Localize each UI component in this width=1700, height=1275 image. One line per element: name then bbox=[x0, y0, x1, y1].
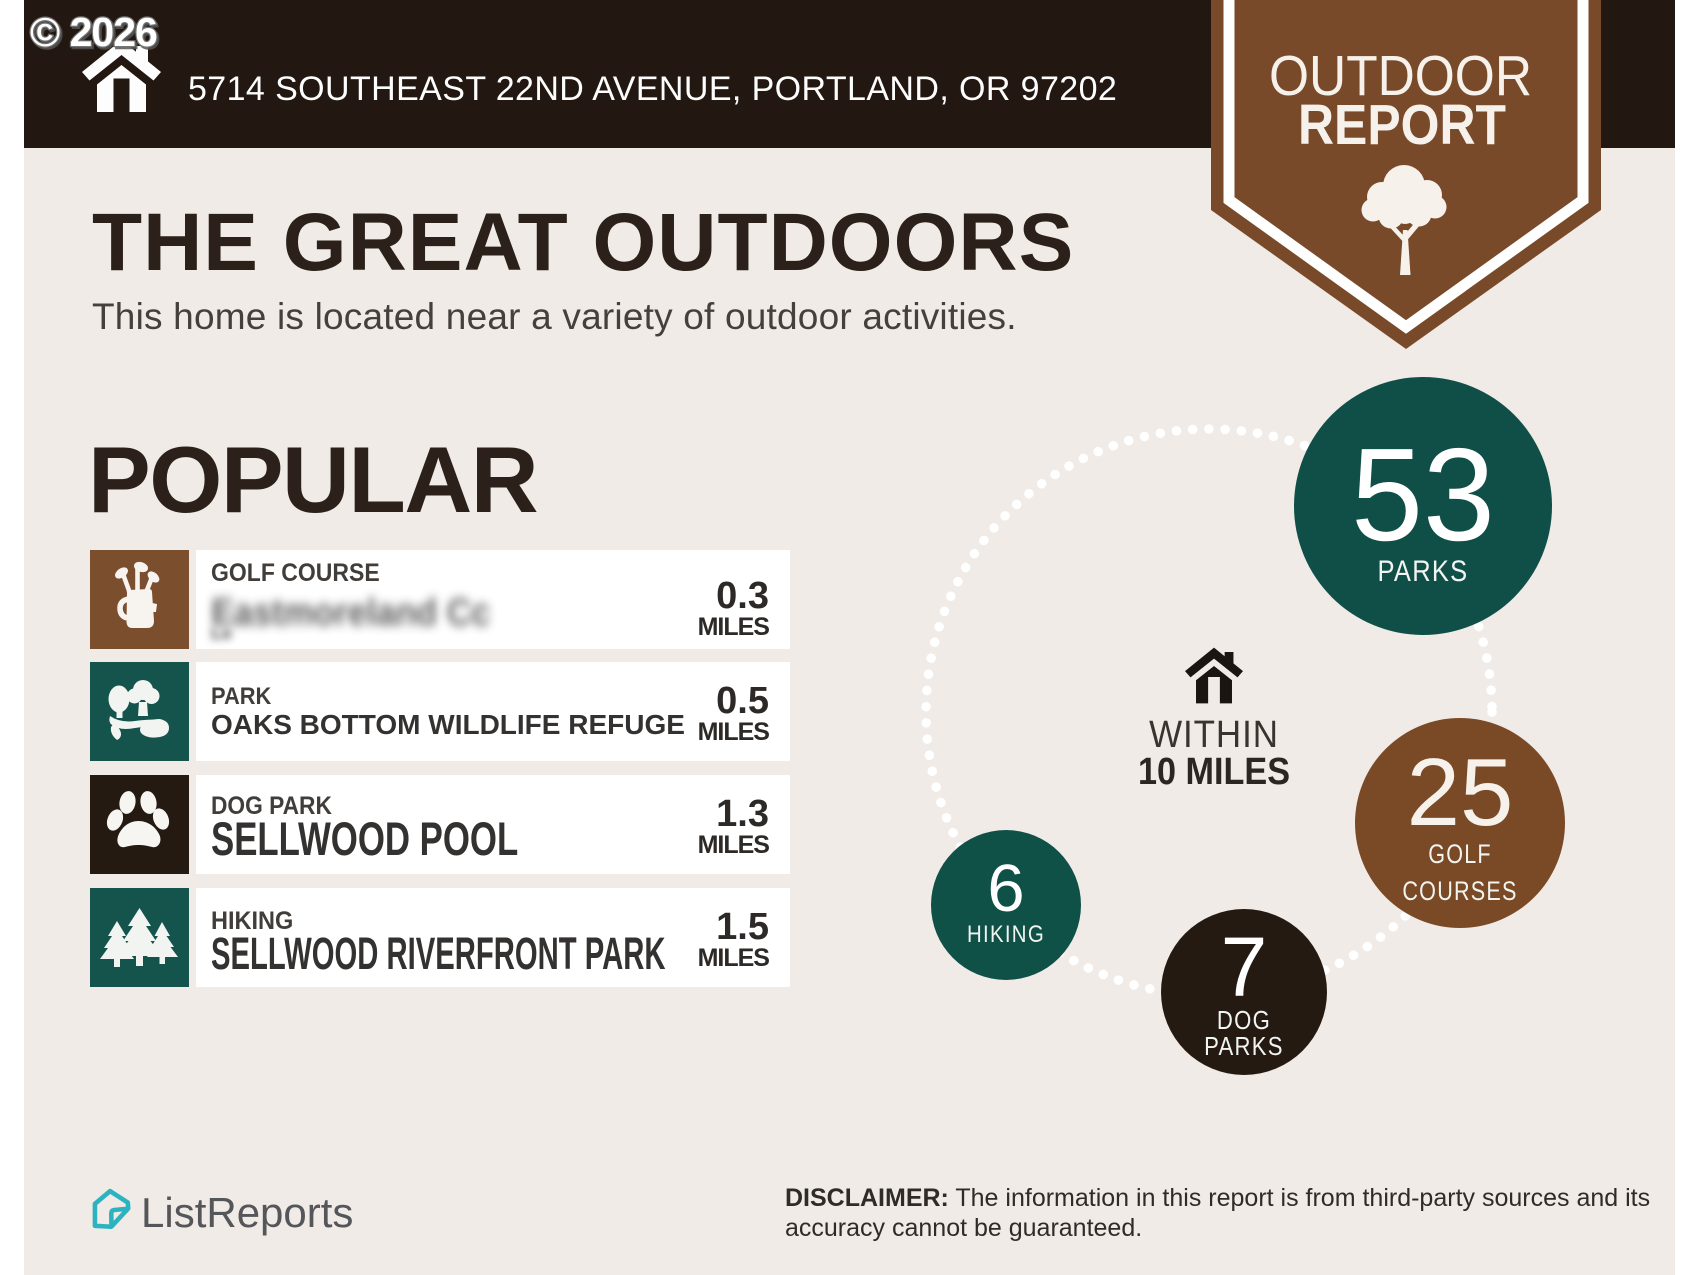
svg-text:© 2026: © 2026 bbox=[32, 11, 159, 57]
svg-text:© 2026: © 2026 bbox=[30, 9, 157, 55]
svg-text:OUTDOOR: OUTDOOR bbox=[1269, 44, 1532, 107]
svg-text:REPORT: REPORT bbox=[1298, 93, 1506, 156]
